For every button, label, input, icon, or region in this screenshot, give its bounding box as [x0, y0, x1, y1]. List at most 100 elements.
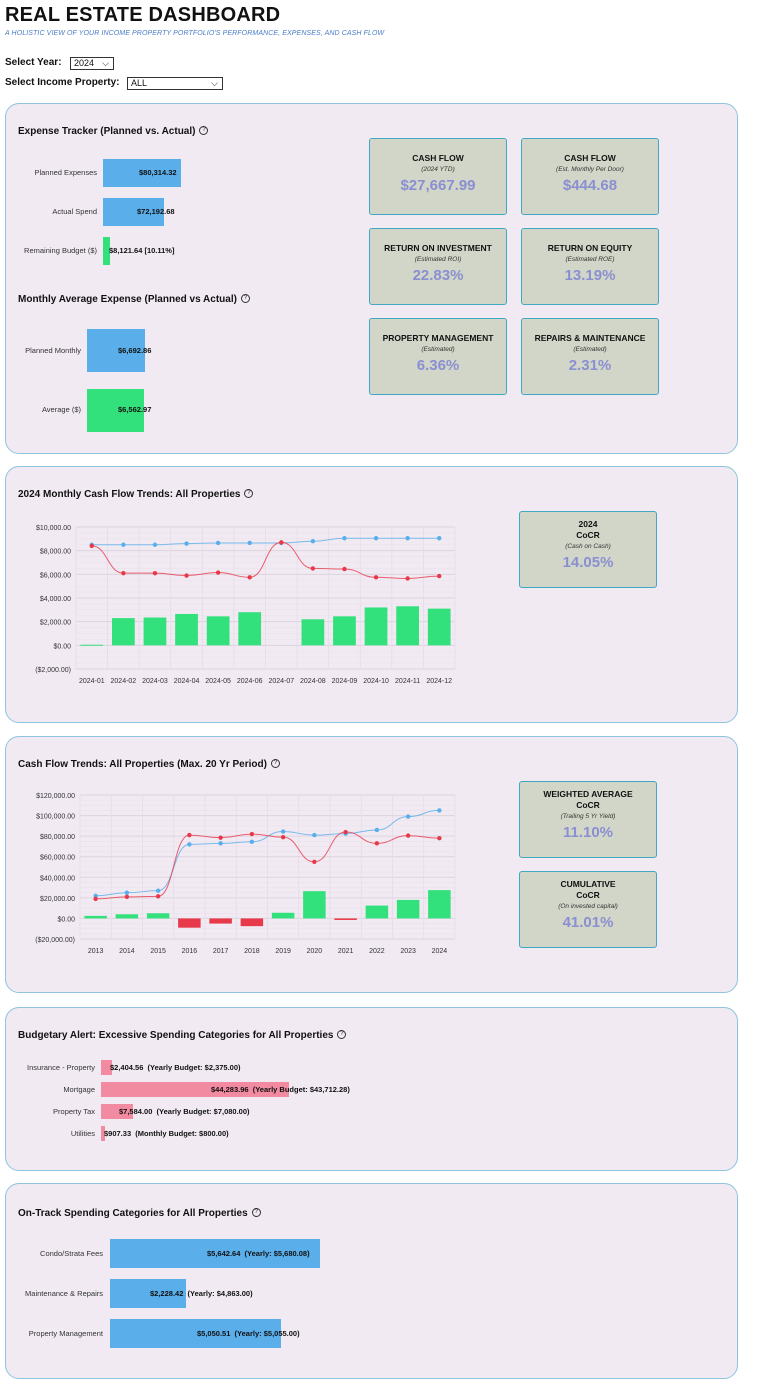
x-tick-label: 2019: [275, 948, 291, 955]
year-select[interactable]: 2024 ⌵: [70, 57, 114, 70]
page-title: REAL ESTATE DASHBOARD: [5, 4, 281, 26]
kpi-subtitle: (Cash on Cash): [565, 543, 611, 550]
data-point: [310, 539, 316, 544]
kpi-value: 22.83%: [412, 267, 464, 284]
expense-label: Actual Spend: [52, 207, 97, 216]
data-point: [121, 542, 126, 547]
y-tick-label: $10,000.00: [36, 525, 71, 532]
bar: [80, 644, 104, 646]
on-track-panel: On-Track Spending Categories for All Pro…: [5, 1183, 738, 1379]
kpi-value: $27,667.99: [400, 177, 476, 194]
data-point: [405, 576, 410, 581]
bar: [84, 915, 107, 919]
data-point: [437, 573, 442, 579]
y-tick-label: $120,000.00: [36, 793, 75, 800]
data-point: [373, 575, 379, 580]
kpi-subtitle: (Estimated ROI): [414, 256, 462, 263]
chevron-down-icon: ⌵: [211, 78, 218, 88]
kpi-title: CASH FLOW: [564, 153, 616, 163]
data-point: [247, 575, 252, 580]
data-point: [215, 540, 221, 546]
help-icon[interactable]: ?: [240, 294, 250, 303]
avg-value: $6,562.97: [118, 405, 152, 414]
x-tick-label: 2024-04: [174, 678, 200, 685]
x-tick-label: 2013: [88, 948, 104, 955]
on-track-bar: [110, 1319, 281, 1348]
help-icon[interactable]: ?: [337, 1030, 347, 1039]
series-line: [95, 809, 440, 897]
on-track-value: $2,228.42 (Yearly: $4,863.00): [150, 1289, 253, 1298]
data-point: [342, 566, 347, 572]
data-point: [405, 814, 411, 819]
x-tick-label: 2021: [338, 948, 354, 955]
x-tick-label: 2024-05: [205, 678, 231, 685]
kpi-value: $444.68: [562, 177, 618, 194]
data-point: [184, 541, 189, 546]
kpi-subtitle: (Trailing 5 Yr Yield): [560, 813, 616, 820]
kpi-subtitle: (Estimated ROE): [565, 256, 615, 263]
bar: [271, 912, 295, 919]
x-tick-label: 2022: [369, 948, 385, 955]
data-point: [93, 896, 98, 902]
help-icon[interactable]: ?: [270, 759, 280, 768]
alert-bar: [101, 1126, 105, 1141]
x-tick-label: 2014: [119, 948, 135, 955]
data-point: [218, 841, 223, 846]
data-point: [155, 894, 161, 899]
data-point: [279, 540, 284, 545]
help-icon[interactable]: ?: [199, 126, 209, 135]
help-icon[interactable]: ?: [244, 489, 254, 498]
data-point: [152, 542, 158, 547]
alert-label: Insurance - Property: [27, 1063, 95, 1072]
data-point: [312, 859, 317, 865]
yearly-trends-panel: Cash Flow Trends: All Properties (Max. 2…: [5, 736, 738, 993]
x-tick-label: 2020: [307, 948, 323, 955]
x-tick-label: 2024-07: [268, 678, 294, 685]
y-tick-label: $0.00: [57, 916, 75, 923]
avg-value: $6,692.86: [118, 346, 152, 355]
monthly-trends-panel: 2024 Monthly Cash Flow Trends: All Prope…: [5, 466, 738, 723]
bar: [365, 905, 389, 919]
bar: [333, 616, 356, 646]
x-tick-label: 2024-03: [142, 678, 168, 685]
y-tick-label: ($20,000.00): [35, 937, 75, 944]
data-point: [187, 842, 192, 847]
x-tick-label: 2024-08: [300, 678, 326, 685]
data-point: [343, 829, 348, 835]
kpi-value: 14.05%: [562, 554, 614, 571]
y-tick-label: $100,000.00: [36, 814, 75, 821]
bar: [143, 617, 167, 646]
data-point: [124, 890, 130, 895]
y-tick-label: $80,000.00: [40, 834, 75, 841]
bar: [396, 606, 419, 646]
expense-value: $8,121.64 [10.11%]: [109, 246, 175, 255]
kpi-title: CUMULATIVE CoCR: [560, 879, 616, 900]
kpi-subtitle: (Est. Monthly Per Door): [556, 166, 624, 173]
data-point: [437, 836, 442, 841]
x-tick-label: 2024-01: [79, 678, 105, 685]
data-point: [342, 536, 347, 541]
y-tick-label: $20,000.00: [40, 896, 75, 903]
yearly-cashflow-chart: $120,000.00 $100,000.00 $80,000.00 $60,000.…: [35, 793, 456, 955]
expense-label: Remaining Budget ($): [24, 246, 97, 255]
on-track-label: Property Management: [28, 1329, 103, 1338]
alert-label: Property Tax: [53, 1107, 95, 1116]
expense-bar: [103, 159, 181, 187]
kpi-subtitle: (Estimated): [573, 346, 607, 353]
data-point: [121, 570, 126, 576]
bar: [178, 918, 201, 928]
help-icon[interactable]: ?: [251, 1208, 261, 1217]
y-tick-label: $60,000.00: [40, 855, 75, 862]
on-track-title: On-Track Spending Categories for All Pro…: [18, 1208, 261, 1219]
kpi-card: CUMULATIVE CoCR (On invested capital) 41.…: [519, 871, 657, 948]
on-track-label: Condo/Strata Fees: [40, 1249, 103, 1258]
expense-bar: [103, 237, 110, 265]
bar: [209, 918, 232, 924]
kpi-subtitle: (Estimated): [421, 346, 455, 353]
kpi-value: 41.01%: [562, 914, 614, 931]
property-select[interactable]: ALL ⌵: [127, 77, 223, 90]
chevron-down-icon: ⌵: [102, 58, 109, 68]
alert-label: Mortgage: [63, 1085, 95, 1094]
monthly-trends-title: 2024 Monthly Cash Flow Trends: All Prope…: [18, 489, 254, 500]
data-point: [405, 536, 410, 541]
